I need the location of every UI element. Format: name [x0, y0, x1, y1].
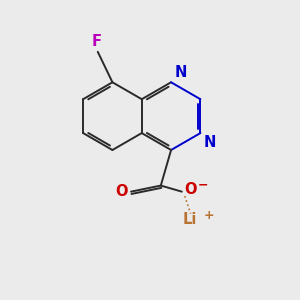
Text: −: −	[198, 179, 208, 192]
Text: Li: Li	[183, 212, 197, 227]
Text: N: N	[175, 65, 187, 80]
Text: O: O	[184, 182, 197, 197]
Text: O: O	[115, 184, 128, 199]
Text: F: F	[92, 34, 102, 50]
Text: N: N	[204, 135, 216, 150]
Text: +: +	[204, 208, 214, 222]
